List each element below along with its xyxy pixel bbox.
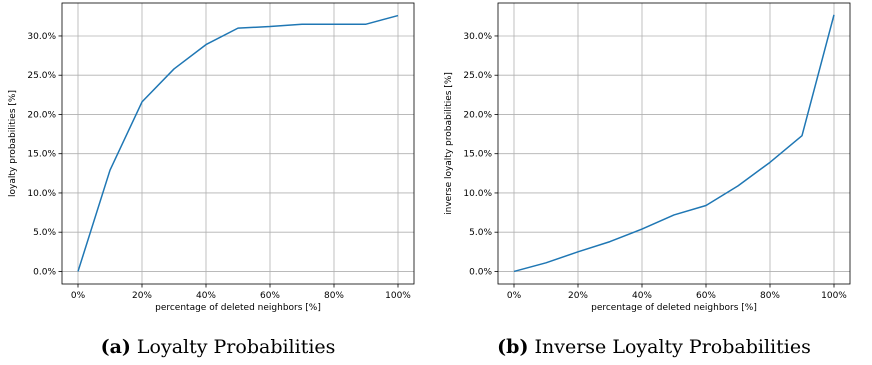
y-tick-label: 0.0% <box>469 267 492 277</box>
plot-frame <box>61 2 415 285</box>
y-axis-label: loyalty probabilities [%] <box>8 90 18 197</box>
x-axis-label: percentage of deleted neighbors [%] <box>155 303 321 313</box>
inverse-loyalty-chart: 0% 20% 40% 60% 80% 100% 0.0% 5.0% 10.0% 15.0% 20.0… <box>444 2 851 313</box>
chart-panel-b: 0% 20% 40% 60% 80% 100% 0.0% 5.0% 10.0% 15.0% 20.0… <box>436 0 872 365</box>
plot-frame <box>497 2 851 285</box>
y-tick-label: 5.0% <box>469 228 492 238</box>
caption-a: (a) Loyalty Probabilities <box>0 336 436 358</box>
x-tick-label: 0% <box>71 291 86 301</box>
y-tick-label: 10.0% <box>27 189 56 199</box>
x-tick-label: 80% <box>760 291 780 301</box>
series-line <box>513 14 835 273</box>
y-tick-label: 5.0% <box>33 228 56 238</box>
caption-b-text: Inverse Loyalty Probabilities <box>534 336 811 358</box>
y-tick-label: 20.0% <box>463 110 492 120</box>
x-tick-label: 100% <box>821 291 847 301</box>
y-tick-label: 30.0% <box>463 32 492 42</box>
caption-b-tag: (b) <box>497 336 529 358</box>
loyalty-chart: 0% 20% 40% 60% 80% 100% 0.0% 5.0% 10.0% 15.0% 20.0… <box>8 2 415 313</box>
caption-a-text: Loyalty Probabilities <box>136 336 336 358</box>
y-tick-label: 15.0% <box>463 150 492 160</box>
caption-b: (b) Inverse Loyalty Probabilities <box>436 336 872 358</box>
y-axis-label: inverse loyalty probabilities [%] <box>444 72 454 215</box>
x-tick-label: 80% <box>324 291 344 301</box>
y-tick-label: 0.0% <box>33 267 56 277</box>
x-tick-label: 60% <box>260 291 280 301</box>
y-tick-label: 10.0% <box>463 189 492 199</box>
chart-panel-a: 0% 20% 40% 60% 80% 100% 0.0% 5.0% 10.0% 15.0% 20.0… <box>0 2 436 358</box>
y-tick-label: 25.0% <box>27 71 56 81</box>
y-tick-label: 15.0% <box>27 150 56 160</box>
y-tick-label: 20.0% <box>27 110 56 120</box>
x-tick-label: 60% <box>696 291 716 301</box>
x-tick-label: 20% <box>132 291 152 301</box>
y-tick-label: 30.0% <box>27 32 56 42</box>
series-line <box>77 14 399 272</box>
x-tick-label: 100% <box>385 291 411 301</box>
x-tick-label: 0% <box>507 291 522 301</box>
x-tick-label: 40% <box>196 291 216 301</box>
caption-a-tag: (a) <box>100 336 131 358</box>
x-tick-label: 20% <box>568 291 588 301</box>
y-tick-label: 25.0% <box>463 71 492 81</box>
x-axis-label: percentage of deleted neighbors [%] <box>591 303 757 313</box>
x-tick-label: 40% <box>632 291 652 301</box>
